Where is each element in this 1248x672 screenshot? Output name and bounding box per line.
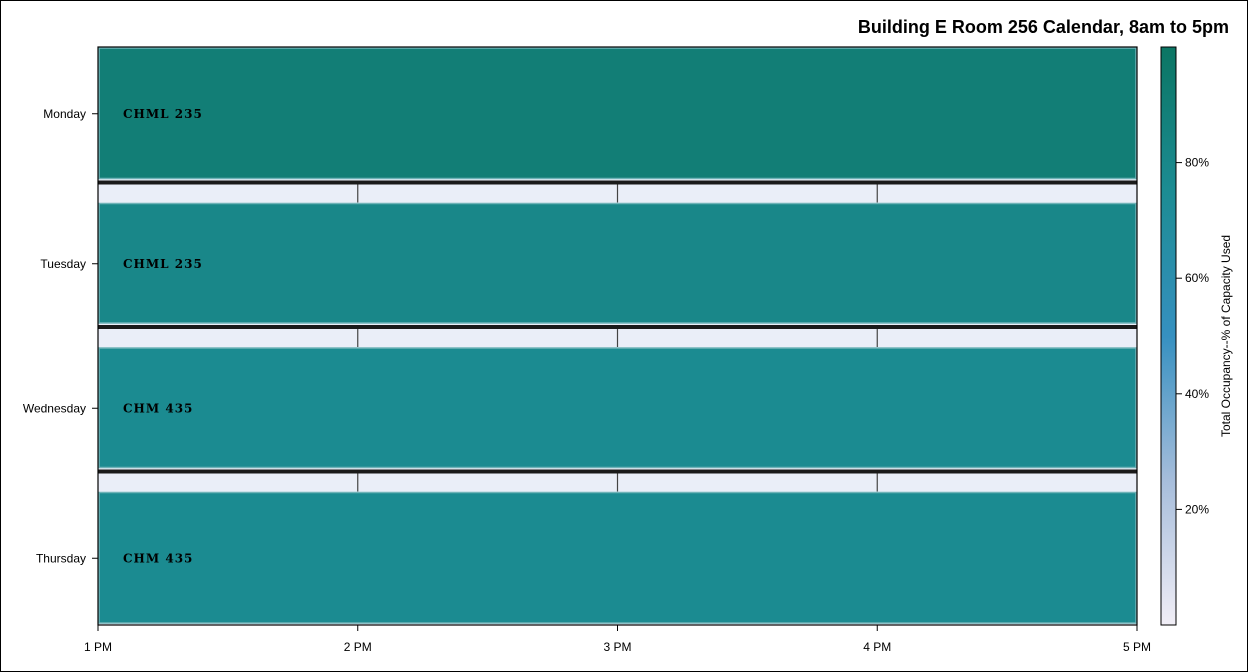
x-tick-label: 3 PM [603,640,631,654]
colorbar: 20% 40% 60% 80% Total Occupancy--% of Capaci… [1160,46,1233,626]
y-tick-label: Thursday [36,551,86,565]
booking-cell [98,47,1137,180]
colorbar-tick-label: 60% [1185,271,1209,285]
chart-title: Building E Room 256 Calendar, 8am to 5pm [857,17,1229,37]
y-tick-label: Monday [43,107,86,121]
booking-label: CHML 235 [123,257,203,271]
x-tick-label: 1 PM [84,640,112,654]
plot-area: Monday Tuesday Wednesday Thursday CHML 235 CH… [23,46,1151,654]
colorbar-label: Total Occupancy--% of Capacity Used [1219,235,1233,437]
booking-label: CHML 235 [123,107,203,121]
colorbar-tick-label: 80% [1185,156,1209,170]
x-tick-label: 4 PM [863,640,891,654]
colorbar-tick-label: 20% [1185,502,1209,516]
y-tick-label: Tuesday [40,257,86,271]
colorbar-gradient [1160,46,1177,626]
booking-label: CHM 435 [123,401,193,415]
booking-cell [98,491,1137,624]
x-tick-label: 5 PM [1123,640,1151,654]
booking-cell [98,202,1137,324]
booking-label: CHM 435 [123,551,193,565]
x-tick-label: 2 PM [344,640,372,654]
colorbar-tick-label: 40% [1185,387,1209,401]
booking-cell [98,347,1137,469]
y-tick-label: Wednesday [23,401,86,415]
